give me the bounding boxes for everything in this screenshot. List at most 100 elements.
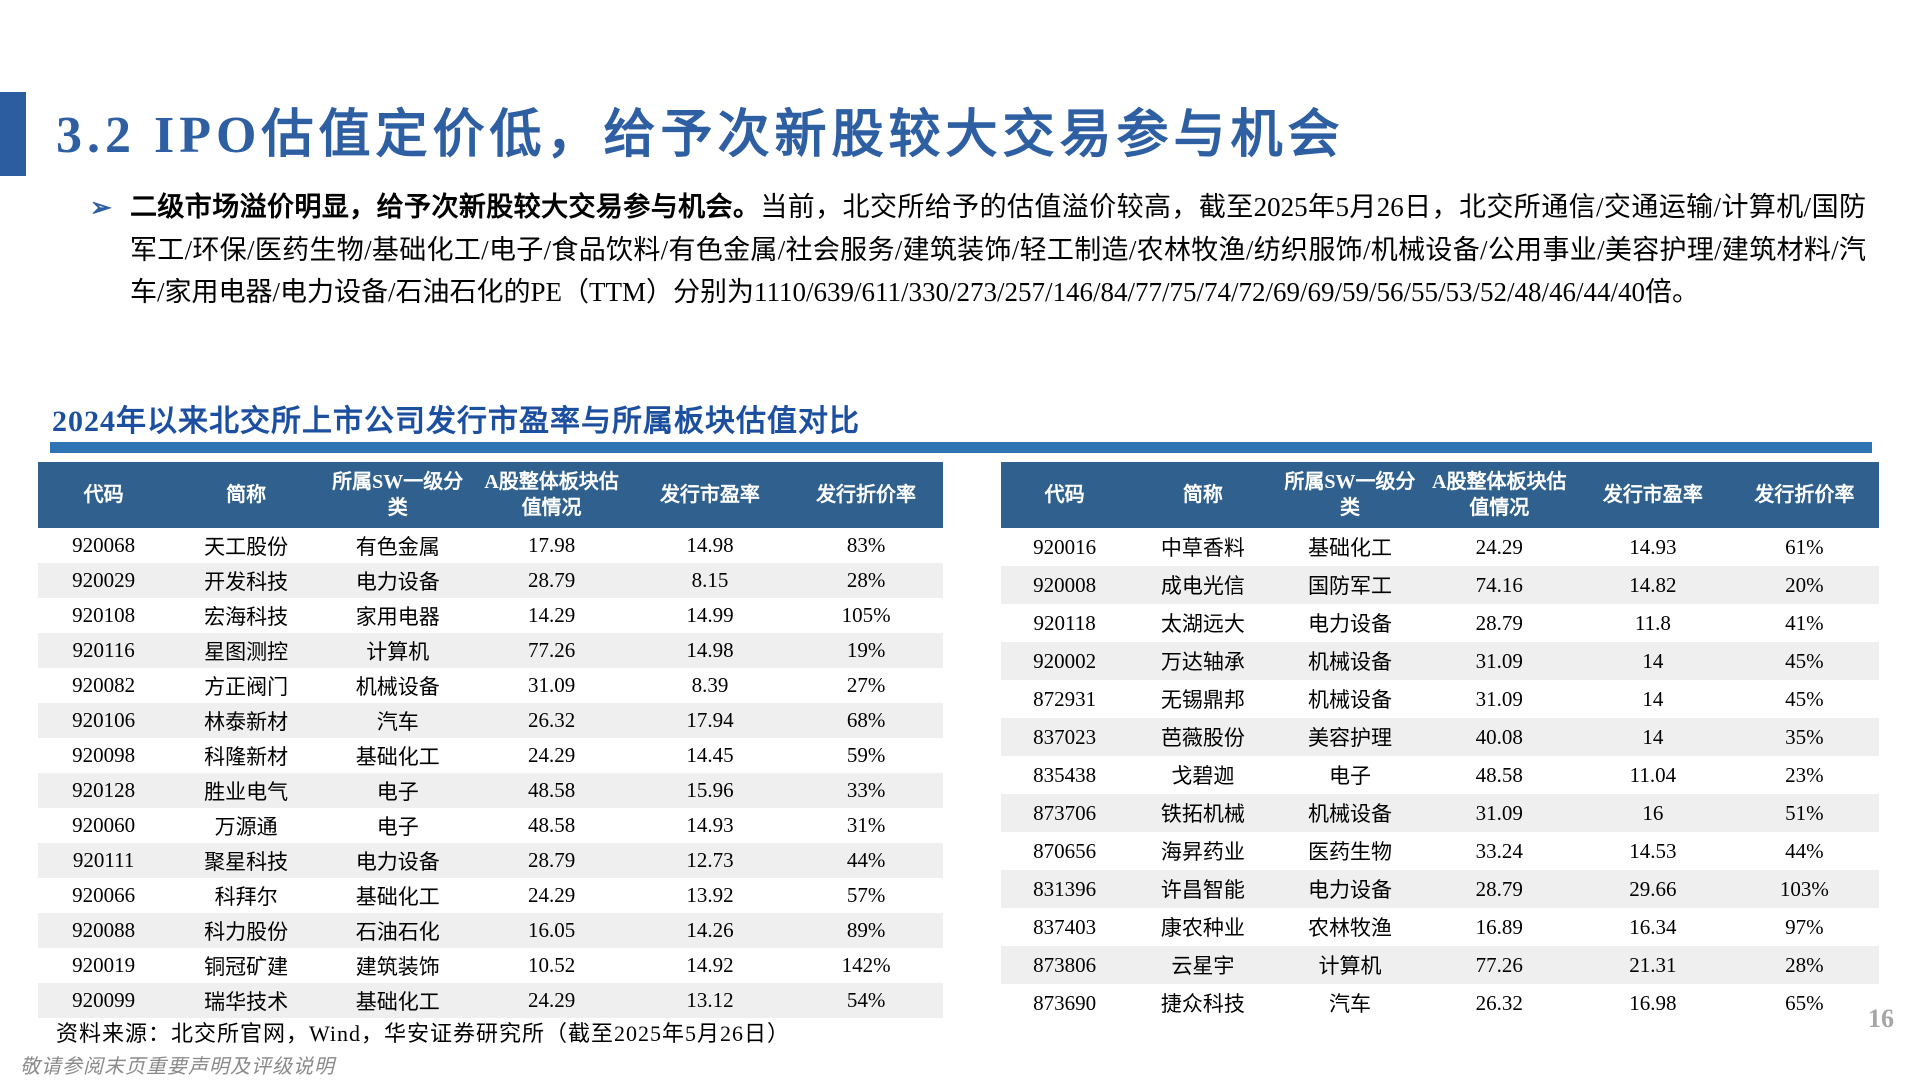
table-cell: 云星宇 <box>1171 954 1235 978</box>
table-cell: 920019 <box>72 953 136 977</box>
table-cell: 33% <box>846 778 886 802</box>
table-cell: 28% <box>846 568 886 592</box>
table-cell: 142% <box>841 953 891 977</box>
table-cell: 68% <box>846 708 886 732</box>
table-cell: 16.89 <box>1475 914 1523 939</box>
table-cell: 103% <box>1779 876 1829 901</box>
column-header: 简称 <box>1128 462 1278 528</box>
table-cell: 方正阀门 <box>204 674 289 699</box>
source-note: 资料来源：北交所官网，Wind，华安证券研究所（截至2025年5月26日） <box>56 1021 790 1046</box>
table-cell: 24.29 <box>527 988 576 1012</box>
table-row: 870656 海昇药业 医药生物 33.24 14.53 44% <box>1001 832 1879 870</box>
table-cell: 铁拓机械 <box>1160 802 1245 826</box>
table-row: 920016 中草香料 基础化工 24.29 14.93 61% <box>1001 528 1879 566</box>
table-cell: 920068 <box>72 533 136 557</box>
table-cell: 920029 <box>72 568 136 592</box>
table-row: 920118 太湖远大 电力设备 28.79 11.8 41% <box>1001 604 1879 642</box>
table-cell: 21.31 <box>1629 952 1677 977</box>
table-cell: 万达轴承 <box>1160 650 1245 674</box>
table-cell: 宏海科技 <box>204 604 289 629</box>
table-cell: 基础化工 <box>355 884 440 909</box>
table-cell: 57% <box>846 883 886 907</box>
table-cell: 林泰新材 <box>204 709 289 734</box>
table-cell: 33.24 <box>1475 838 1523 863</box>
table-cell: 瑞华技术 <box>204 989 289 1014</box>
column-header: 简称 <box>169 462 324 528</box>
table-header: 代码 简称 所属SW一级分类 A股整体板块估值情况 发行市盈率 发行折价率 <box>38 462 943 528</box>
table-cell: 872931 <box>1033 686 1097 711</box>
table-cell: 14 <box>1642 724 1664 749</box>
table-cell: 31% <box>846 813 886 837</box>
table-cell: 开发科技 <box>204 569 289 594</box>
bullet-body-text: 当前，北交所给予的估值溢价较高，截至2025年5月26日，北交所通信/交通运输/… <box>130 192 1866 308</box>
table-cell: 16.98 <box>1629 990 1677 1015</box>
table-row: 920111 聚星科技 电力设备 28.79 12.73 44% <box>38 843 943 878</box>
title-accent-bar <box>0 92 26 176</box>
table-cell: 14.92 <box>686 953 734 977</box>
table-cell: 电力设备 <box>355 849 440 874</box>
column-header: 发行折价率 <box>1729 462 1879 528</box>
table-cell: 20% <box>1785 572 1824 597</box>
table-cell: 星图测控 <box>204 639 289 664</box>
table-cell: 873706 <box>1033 800 1097 825</box>
table-cell: 920118 <box>1033 610 1096 635</box>
table-cell: 97% <box>1785 914 1824 939</box>
table-cell: 14 <box>1642 648 1664 673</box>
table-row: 920108 宏海科技 家用电器 14.29 14.99 105% <box>38 598 943 633</box>
table-cell: 农林牧渔 <box>1307 916 1392 940</box>
table-header-row: 代码 简称 所属SW一级分类 A股整体板块估值情况 发行市盈率 发行折价率 <box>38 462 943 528</box>
page-number: 16 <box>1868 1004 1894 1033</box>
table-cell: 31.09 <box>1475 648 1523 673</box>
table-cell: 35% <box>1785 724 1824 749</box>
table-cell: 计算机 <box>366 639 430 664</box>
table-cell: 16 <box>1642 800 1664 825</box>
table-cell: 戈碧迦 <box>1171 764 1235 788</box>
table-cell: 汽车 <box>376 709 419 734</box>
table-cell: 14.26 <box>686 918 734 942</box>
table-cell: 14.98 <box>686 638 734 662</box>
table-cell: 45% <box>1785 686 1824 711</box>
table-cell: 873690 <box>1033 990 1097 1015</box>
table-cell: 920066 <box>72 883 136 907</box>
table-row: 873706 铁拓机械 机械设备 31.09 16 51% <box>1001 794 1879 832</box>
table-cell: 14.82 <box>1629 572 1677 597</box>
column-header: 发行市盈率 <box>630 462 790 528</box>
table-header: 代码 简称 所属SW一级分类 A股整体板块估值情况 发行市盈率 发行折价率 <box>1001 462 1879 528</box>
table-cell: 科拜尔 <box>214 884 278 909</box>
table-cell: 26.32 <box>527 708 576 732</box>
table-cell: 54% <box>846 988 886 1012</box>
table-cell: 920116 <box>72 638 135 662</box>
table-cell: 基础化工 <box>355 989 440 1014</box>
table-cell: 14.98 <box>686 533 734 557</box>
table-cell: 920128 <box>72 778 136 802</box>
table-cell: 31.09 <box>1475 800 1523 825</box>
table-cell: 天工股份 <box>204 534 289 559</box>
table-cell: 24.29 <box>527 883 576 907</box>
table-cell: 77.26 <box>1475 952 1523 977</box>
table-row: 920082 方正阀门 机械设备 31.09 8.39 27% <box>38 668 943 703</box>
table-cell: 有色金属 <box>355 534 440 559</box>
table-row: 920008 成电光信 国防军工 74.16 14.82 20% <box>1001 566 1879 604</box>
table-cell: 16.05 <box>527 918 576 942</box>
table-header-row: 代码 简称 所属SW一级分类 A股整体板块估值情况 发行市盈率 发行折价率 <box>1001 462 1879 528</box>
table-cell: 105% <box>841 603 891 627</box>
table-cell: 920088 <box>72 918 136 942</box>
table-cell: 61% <box>1785 534 1824 559</box>
table-cell: 机械设备 <box>1307 802 1392 826</box>
table-cell: 835438 <box>1033 762 1097 787</box>
table-cell: 12.73 <box>686 848 734 872</box>
table-cell: 920008 <box>1033 572 1097 597</box>
table-cell: 41% <box>1785 610 1824 635</box>
bullet-paragraph: ➢ 二级市场溢价明显，给予次新股较大交易参与机会。当前，北交所给予的估值溢价较高… <box>90 186 1866 314</box>
table-cell: 铜冠矿建 <box>204 954 289 979</box>
table-cell: 27% <box>846 673 886 697</box>
table-row: 872931 无锡鼎邦 机械设备 31.09 14 45% <box>1001 680 1879 718</box>
table-cell: 45% <box>1785 648 1824 673</box>
table-cell: 康农种业 <box>1160 916 1245 940</box>
table-row: 920066 科拜尔 基础化工 24.29 13.92 57% <box>38 878 943 913</box>
table-cell: 28% <box>1785 952 1824 977</box>
table-row: 920116 星图测控 计算机 77.26 14.98 19% <box>38 633 943 668</box>
table-cell: 29.66 <box>1629 876 1677 901</box>
table-cell: 16.34 <box>1629 914 1677 939</box>
